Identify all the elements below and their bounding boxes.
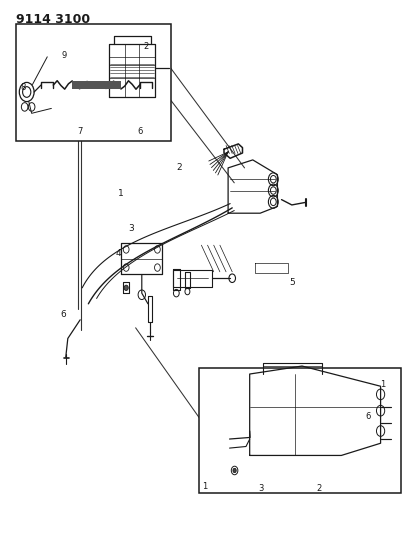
Text: 3: 3 bbox=[258, 484, 264, 493]
Text: 3: 3 bbox=[128, 224, 134, 232]
Text: 6: 6 bbox=[365, 413, 371, 421]
Circle shape bbox=[124, 285, 128, 290]
Text: 1: 1 bbox=[118, 189, 124, 198]
Text: 7: 7 bbox=[77, 127, 83, 135]
Text: 5: 5 bbox=[289, 278, 295, 287]
Text: 1: 1 bbox=[202, 482, 207, 490]
Text: 2: 2 bbox=[143, 43, 148, 51]
Text: 6: 6 bbox=[137, 127, 143, 135]
Bar bbox=[72, 80, 121, 89]
Bar bbox=[16, 24, 171, 141]
Text: 9114 3100: 9114 3100 bbox=[16, 13, 90, 26]
Text: 6: 6 bbox=[61, 310, 67, 319]
Text: 2: 2 bbox=[316, 484, 321, 493]
Circle shape bbox=[233, 469, 236, 473]
Text: 1: 1 bbox=[380, 381, 385, 389]
Text: 4: 4 bbox=[115, 249, 121, 257]
Text: 8: 8 bbox=[20, 84, 25, 92]
Text: 9: 9 bbox=[61, 52, 66, 60]
Bar bbox=[199, 368, 401, 493]
Text: 2: 2 bbox=[176, 164, 182, 172]
